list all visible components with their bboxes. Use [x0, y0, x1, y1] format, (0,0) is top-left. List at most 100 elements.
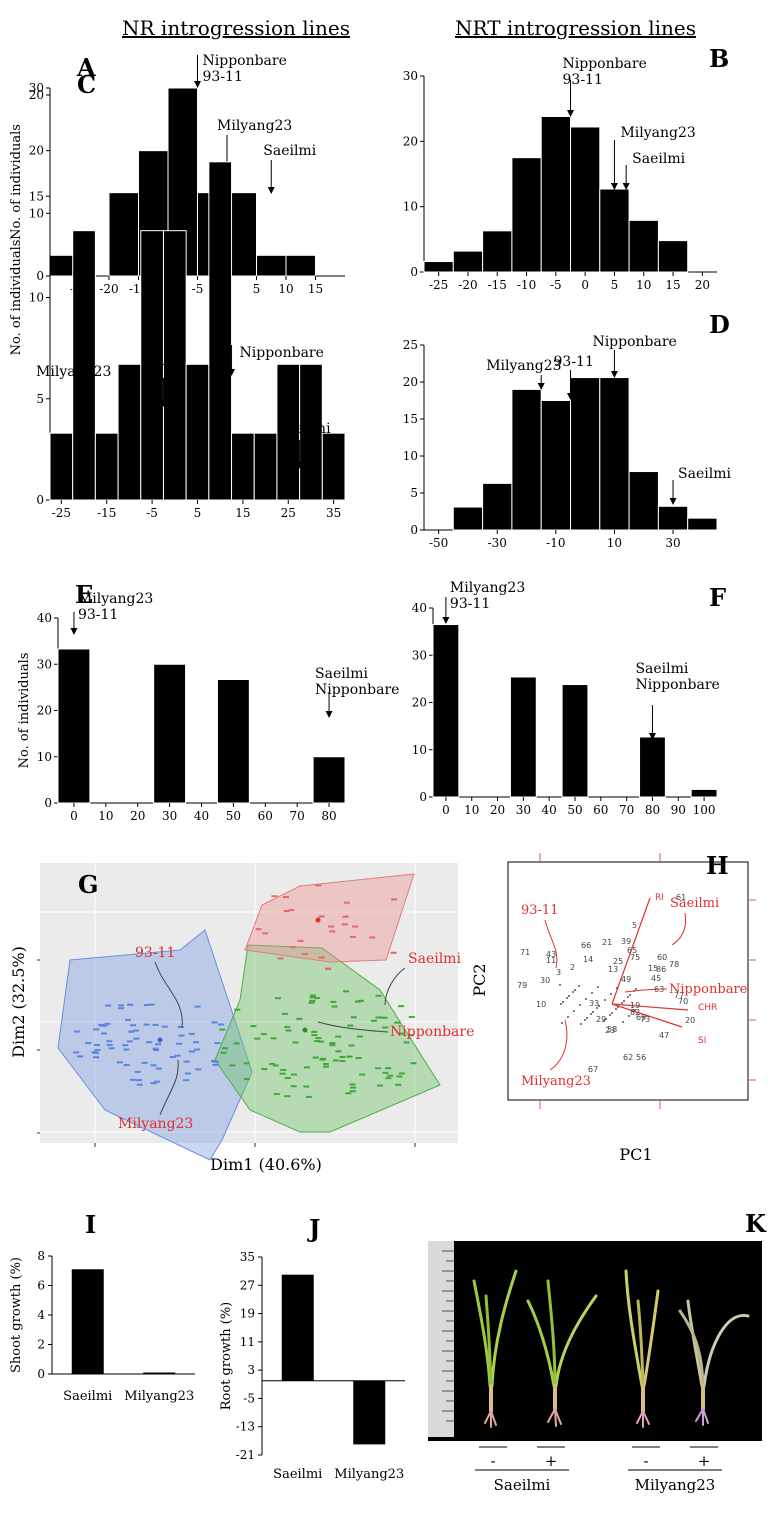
ylabel-I: Shoot growth (%): [9, 1257, 24, 1373]
leader-9311-G: [154, 961, 183, 1029]
ytick-label-I: 4: [37, 1308, 45, 1322]
point-label-H: 19: [630, 1001, 640, 1010]
point-green-G: [285, 1029, 292, 1032]
vector-label-H: RI: [655, 893, 664, 903]
ytick-label-A: 30: [29, 81, 44, 95]
point-blue-G: [176, 1042, 183, 1045]
point-blue-G: [126, 1040, 133, 1043]
point-blue-G: [141, 1061, 148, 1064]
xtick-label-A: 5: [253, 282, 261, 296]
bar-E: [312, 756, 346, 804]
point-blue-G: [117, 1007, 124, 1010]
point-red-G: [301, 953, 308, 956]
point-green-G: [381, 1016, 388, 1019]
bar-C: [253, 432, 278, 501]
point-green-G: [355, 1057, 362, 1060]
point-blue-G: [104, 1022, 111, 1025]
xtick-label-D: -30: [488, 536, 507, 550]
arrow-D-head: [610, 371, 618, 378]
point-label-H: 45: [651, 974, 661, 983]
arrow-B-head: [622, 183, 630, 190]
point-label-H: 39: [621, 937, 631, 946]
point-green-G: [382, 1026, 389, 1029]
cluster-red-hull: [244, 873, 415, 963]
xtick-label-C: 5: [194, 506, 202, 520]
bar-C: [94, 432, 119, 501]
point-dot-H: [586, 1017, 588, 1019]
point-blue-G: [129, 1078, 136, 1081]
point-green-G: [221, 1047, 228, 1050]
point-green-G: [260, 1033, 267, 1036]
point-label-H: 58: [607, 1025, 617, 1034]
point-blue-G: [188, 1032, 195, 1035]
point-green-G: [273, 1093, 280, 1096]
point-dot-H: [590, 1013, 592, 1015]
point-dot-H: [562, 1001, 564, 1003]
point-red-G: [328, 925, 335, 928]
point-label-H: 65: [627, 946, 637, 955]
bar-B: [482, 230, 513, 273]
label-saeilmi-G: Saeilmi: [408, 951, 461, 967]
bar-D: [687, 517, 718, 531]
point-green-G: [358, 999, 365, 1002]
xtick-label-F: 20: [490, 803, 505, 817]
point-blue-G: [85, 1042, 92, 1045]
point-blue-G: [174, 1054, 181, 1057]
point-green-G: [355, 1000, 362, 1003]
point-blue-G: [183, 1079, 190, 1082]
header-nr: NR introgression lines: [122, 16, 351, 40]
bar-C: [231, 432, 255, 501]
point-green-G: [329, 1042, 336, 1045]
annotation-E: Saeilmi Nipponbare: [315, 666, 399, 698]
xtick-label-C: -5: [146, 506, 158, 520]
point-dot-H: [621, 1002, 623, 1004]
point-blue-G: [101, 1032, 108, 1035]
ylabel-G: Dim2 (32.5%): [9, 946, 28, 1058]
point-blue-G: [192, 1041, 199, 1044]
category-label-J: Saeilmi: [273, 1467, 322, 1482]
point-blue-G: [128, 1030, 135, 1033]
xtick-label-B: 20: [695, 278, 710, 292]
point-label-H: 15: [648, 964, 658, 973]
xtick-label-F: 80: [645, 803, 660, 817]
point-green-G: [407, 1034, 414, 1037]
ytick-label-J: 27: [240, 1278, 255, 1292]
xtick-label-F: 60: [593, 803, 608, 817]
ytick-label-E: 30: [37, 657, 52, 671]
point-blue-G: [150, 1082, 157, 1085]
annotation-D: 93-11: [554, 354, 594, 370]
point-red-G: [318, 956, 325, 959]
point-label-H: 3: [556, 968, 561, 977]
arrow-A-head: [194, 81, 201, 88]
bar-D: [628, 471, 659, 531]
point-blue-G: [93, 1056, 100, 1059]
annotation-A: Nipponbare 93-11: [203, 53, 287, 85]
xtick-label-B: -15: [488, 278, 507, 292]
leader-saeilmi-G: [384, 967, 406, 1006]
bar-C: [299, 363, 323, 501]
point-label-H: 70: [678, 997, 688, 1006]
point-blue-G: [212, 1063, 219, 1066]
xtick-label-B: -5: [550, 278, 562, 292]
leader-9311-H: [544, 919, 558, 969]
point-blue-G: [106, 1040, 113, 1043]
point-green-G: [339, 1060, 346, 1063]
xtick-label-F: 30: [516, 803, 531, 817]
arrow-C-head: [296, 462, 304, 469]
annotation-B: Nipponbare 93-11: [563, 56, 647, 88]
ytick-label-D: 25: [403, 338, 418, 352]
point-green-G: [309, 994, 316, 997]
vector-label-H: CHR: [698, 1003, 717, 1013]
ylabel-J: Root growth (%): [219, 1302, 234, 1411]
point-blue-G: [212, 1060, 219, 1063]
bar-D: [657, 505, 689, 531]
arrow-E-head: [325, 711, 333, 718]
point-dot-H: [596, 1007, 598, 1009]
centroid-red-G: [315, 917, 321, 923]
panel-letter-H: H: [706, 851, 729, 880]
arrow-B-head: [610, 183, 618, 190]
point-green-G: [233, 1042, 240, 1045]
point-dot-H: [567, 1016, 569, 1018]
arrow-A-head: [267, 187, 275, 194]
xlabel-G: Dim1 (40.6%): [210, 1155, 322, 1174]
